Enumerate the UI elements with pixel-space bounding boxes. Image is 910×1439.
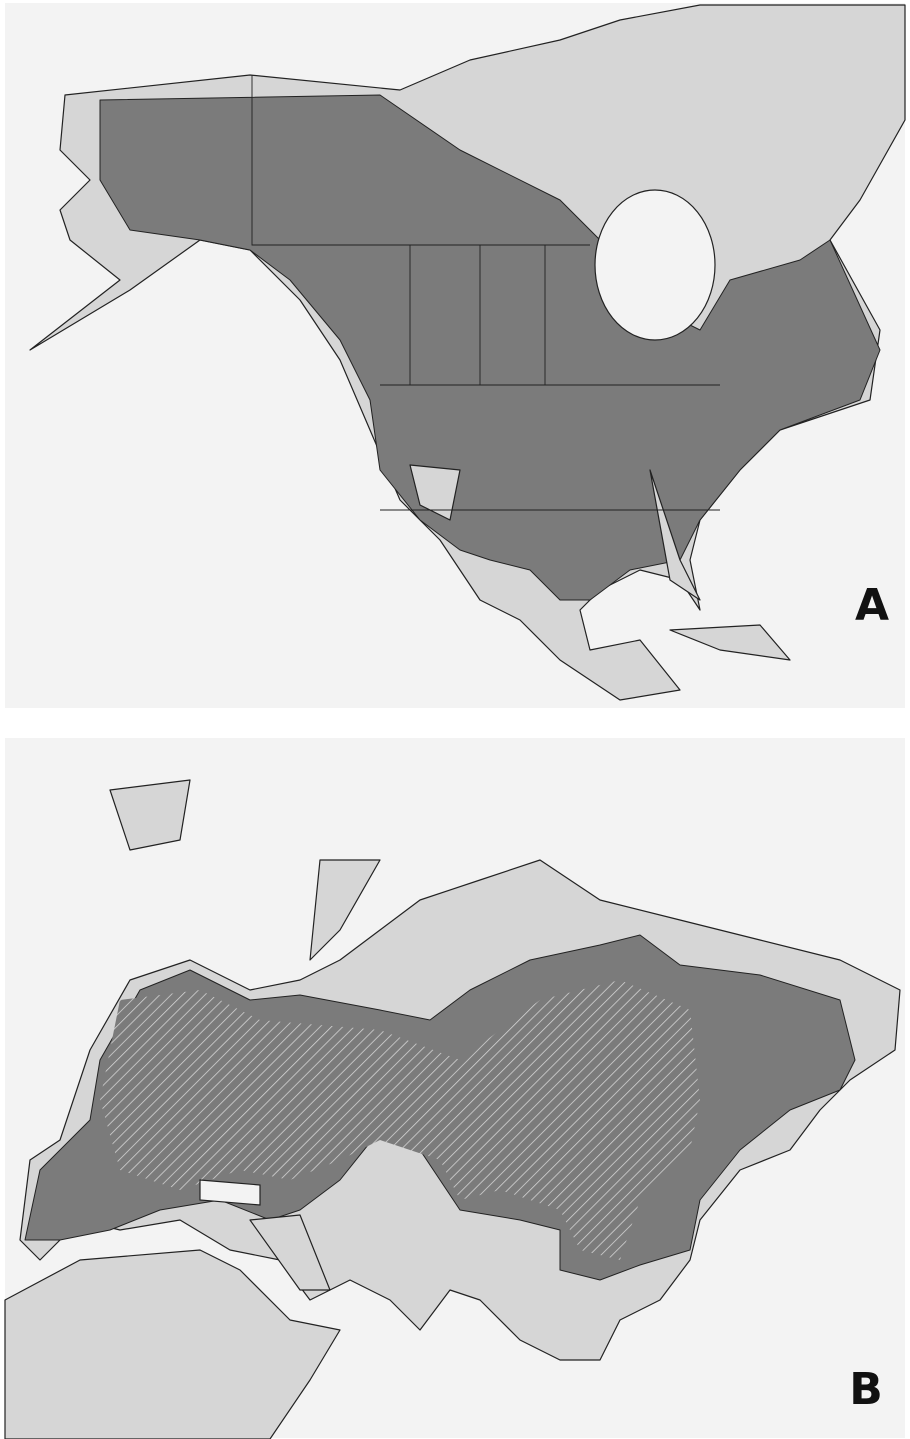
black-sea bbox=[200, 1180, 260, 1205]
figure: A B bbox=[0, 0, 910, 1439]
panel-label: A bbox=[855, 580, 889, 631]
map-panel-a: A bbox=[5, 3, 905, 708]
hudson-bay bbox=[595, 190, 715, 340]
map-panel-b: B bbox=[5, 738, 905, 1439]
panel-label: B bbox=[849, 1364, 883, 1415]
